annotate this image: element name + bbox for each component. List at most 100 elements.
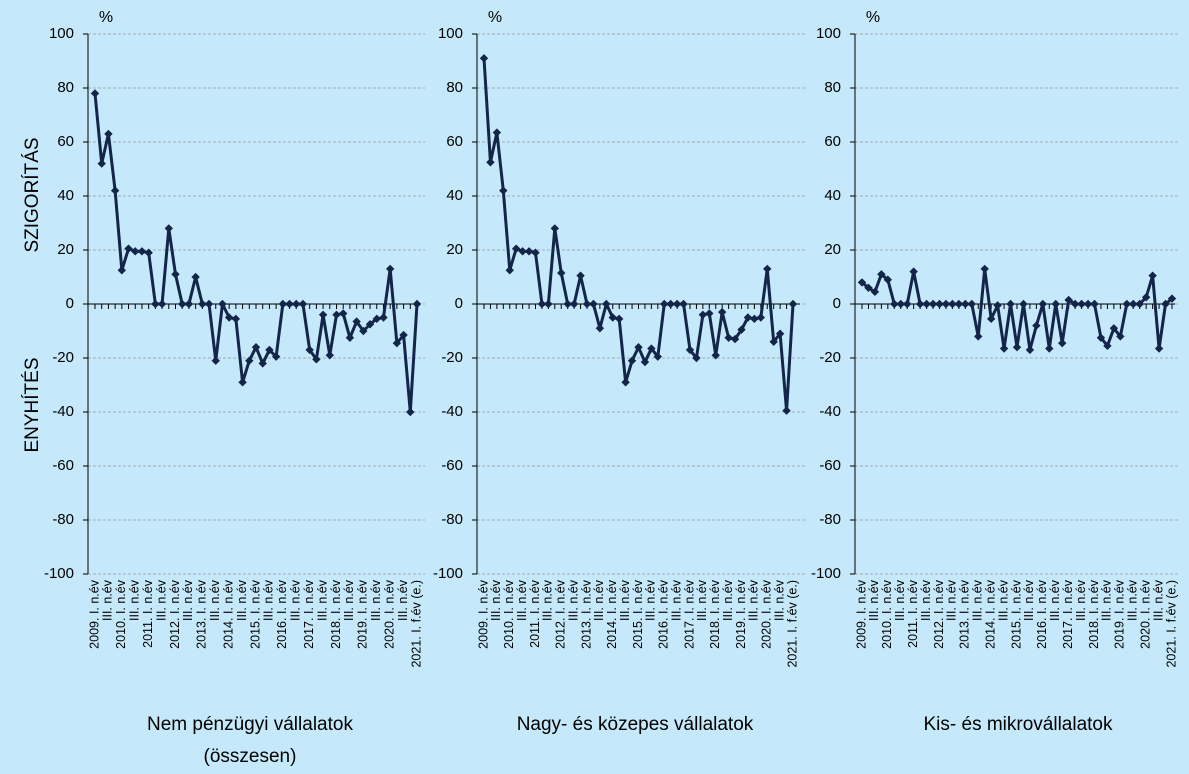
data-point — [717, 307, 727, 317]
chart-title: Kis- és mikrovállalatok — [923, 714, 1113, 735]
y-tick-label: 80 — [446, 79, 463, 96]
data-point — [1038, 299, 1048, 309]
data-point — [980, 264, 989, 274]
data-point — [204, 299, 214, 309]
data-point — [698, 310, 708, 319]
data-point — [928, 299, 938, 309]
x-tick-label: III. n.év — [747, 579, 761, 621]
y-tick-label: 100 — [438, 25, 463, 42]
data-point — [104, 129, 113, 139]
data-point — [251, 343, 261, 352]
y-tick-label: -80 — [441, 511, 463, 528]
data-point — [692, 353, 701, 363]
data-point — [392, 338, 402, 348]
data-point — [743, 313, 753, 322]
x-tick-label: 2016. I. n.év — [1035, 579, 1049, 649]
x-tick-label: III. n.év — [945, 579, 959, 621]
x-tick-label: 2012. I. n.év — [168, 579, 182, 649]
x-tick-label: III. n.év — [1100, 579, 1114, 621]
data-point — [864, 283, 873, 292]
data-point — [164, 224, 173, 233]
x-tick-label: III. n.év — [772, 579, 786, 621]
data-point — [198, 299, 207, 309]
data-point — [730, 334, 740, 344]
data-point — [537, 299, 547, 309]
data-line — [861, 267, 1173, 352]
x-tick-label: 2010. I. n.év — [880, 579, 894, 649]
x-tick-label: 2020. I. n.év — [382, 579, 396, 649]
data-point — [724, 333, 733, 342]
x-tick-label: 2020. I. n.év — [1138, 579, 1152, 649]
x-tick-label: 2020. I. n.év — [760, 579, 774, 649]
data-point — [595, 324, 605, 333]
data-point — [406, 407, 415, 417]
y-tick-label: 100 — [49, 25, 74, 42]
data-point — [870, 287, 880, 297]
data-point — [711, 351, 720, 360]
data-point — [117, 266, 127, 275]
data-point — [1077, 299, 1086, 309]
data-point — [332, 310, 341, 319]
data-point — [345, 333, 355, 342]
data-point — [211, 356, 220, 365]
data-point — [763, 264, 772, 274]
data-point — [1141, 293, 1151, 302]
data-point — [479, 54, 489, 63]
y-tick-label: -80 — [819, 511, 841, 528]
x-tick-label: III. n.év — [101, 579, 115, 621]
data-point — [1064, 295, 1073, 305]
data-point — [961, 299, 970, 309]
data-point — [1045, 344, 1054, 353]
y-tick-label: -40 — [441, 403, 463, 420]
data-point — [218, 299, 227, 309]
y-tick-label: -80 — [52, 511, 74, 528]
data-point — [144, 248, 153, 257]
y-tick-label: 0 — [66, 295, 74, 312]
data-point — [1154, 344, 1164, 353]
data-point — [653, 352, 663, 361]
x-tick-label: III. n.év — [342, 579, 356, 621]
x-tick-label: 2021. I. f.év (e.) — [409, 580, 423, 668]
y-tick-label: 40 — [824, 187, 841, 204]
data-point — [278, 299, 288, 309]
x-tick-label: III. n.év — [396, 579, 410, 621]
data-point — [325, 351, 334, 360]
y-tick-label: 20 — [824, 241, 841, 258]
data-point — [271, 352, 281, 361]
y-annotation: ENYHÍTÉS — [22, 357, 43, 452]
data-point — [974, 332, 983, 341]
data-point — [1058, 338, 1067, 348]
data-point — [1019, 299, 1028, 309]
data-point — [492, 128, 502, 137]
data-point — [191, 272, 200, 282]
data-point — [231, 314, 241, 324]
data-point — [412, 299, 422, 309]
x-tick-label: 2013. I. n.év — [579, 579, 593, 649]
x-tick-label: 2018. I. n.év — [1087, 579, 1101, 649]
y-tick-label: 100 — [816, 25, 841, 42]
data-point — [359, 326, 368, 336]
data-point — [258, 359, 267, 368]
x-tick-label: III. n.év — [262, 579, 276, 621]
data-point — [890, 299, 899, 309]
x-tick-label: III. n.év — [515, 579, 529, 621]
x-tick-label: 2015. I. n.év — [631, 579, 645, 649]
y-tick-label: 60 — [824, 133, 841, 150]
data-point — [97, 159, 106, 168]
x-tick-label: III. n.év — [867, 579, 881, 621]
data-point — [685, 345, 695, 355]
data-point — [614, 314, 624, 324]
x-tick-label: 2009. I. n.év — [87, 579, 101, 649]
data-point — [318, 310, 328, 319]
x-tick-label: 2019. I. n.év — [356, 579, 370, 649]
x-tick-label: III. n.év — [1074, 579, 1088, 621]
data-point — [90, 89, 100, 98]
y-tick-label: 40 — [57, 187, 74, 204]
x-tick-label: 2019. I. n.év — [1113, 579, 1127, 649]
x-tick-label: III. n.év — [541, 579, 555, 621]
data-point — [935, 299, 944, 309]
x-tick-label: III. n.év — [128, 579, 142, 621]
data-point — [305, 345, 314, 355]
data-point — [903, 299, 912, 309]
data-point — [1006, 299, 1015, 309]
